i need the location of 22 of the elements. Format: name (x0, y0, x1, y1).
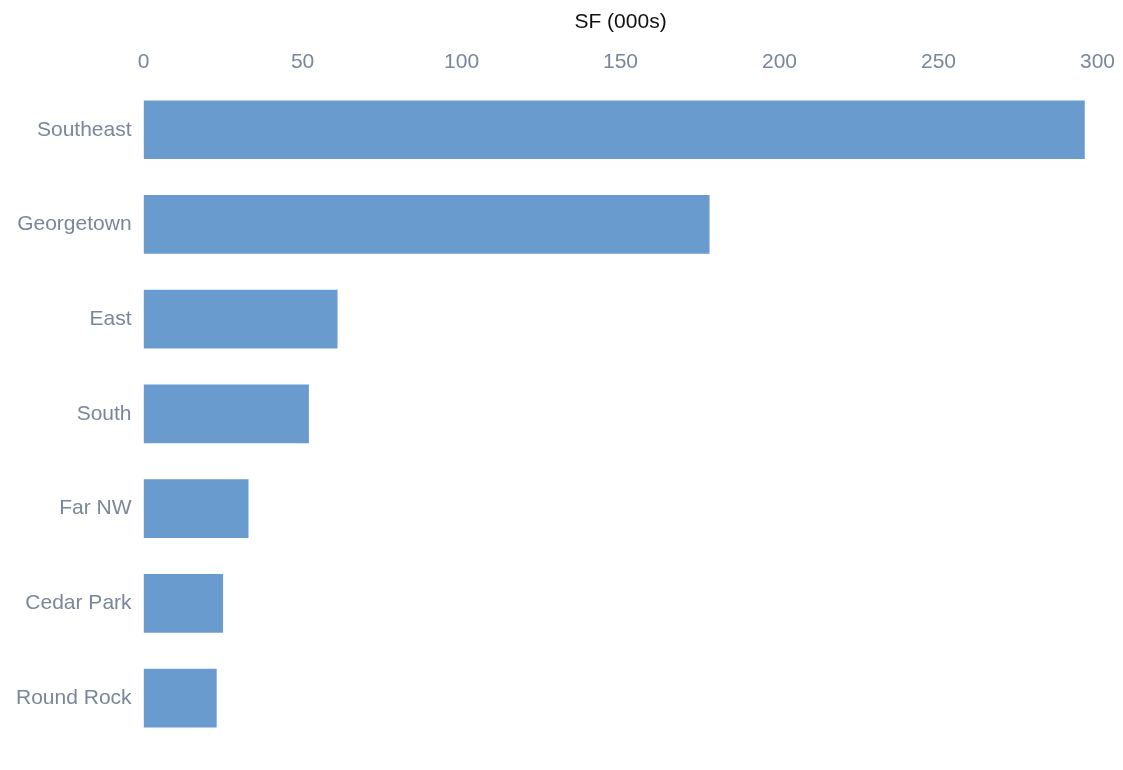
bar (143, 479, 249, 538)
x-tick-label: 200 (761, 48, 798, 72)
y-tick-label: South (76, 400, 132, 424)
bar (143, 668, 217, 728)
bar (143, 573, 224, 633)
y-tick-label: Georgetown (17, 211, 132, 235)
y-tick-label: Far NW (59, 495, 132, 519)
x-tick-label: 150 (603, 48, 639, 72)
x-tick-label: 0 (137, 48, 150, 72)
x-tick-label: 100 (444, 48, 480, 72)
y-tick-label: East (89, 305, 132, 329)
y-tick-label: Southeast (36, 116, 132, 140)
bar (143, 100, 1085, 160)
bar (143, 289, 338, 349)
x-tick-label: 250 (920, 48, 957, 72)
x-tick-label: 50 (290, 48, 315, 72)
y-tick-label: Cedar Park (25, 590, 133, 614)
x-axis-title: SF (000s) (574, 9, 667, 33)
bar (143, 384, 309, 444)
bar (143, 195, 710, 254)
x-tick-label: 300 (1079, 48, 1115, 72)
y-tick-label: Round Rock (16, 684, 133, 708)
